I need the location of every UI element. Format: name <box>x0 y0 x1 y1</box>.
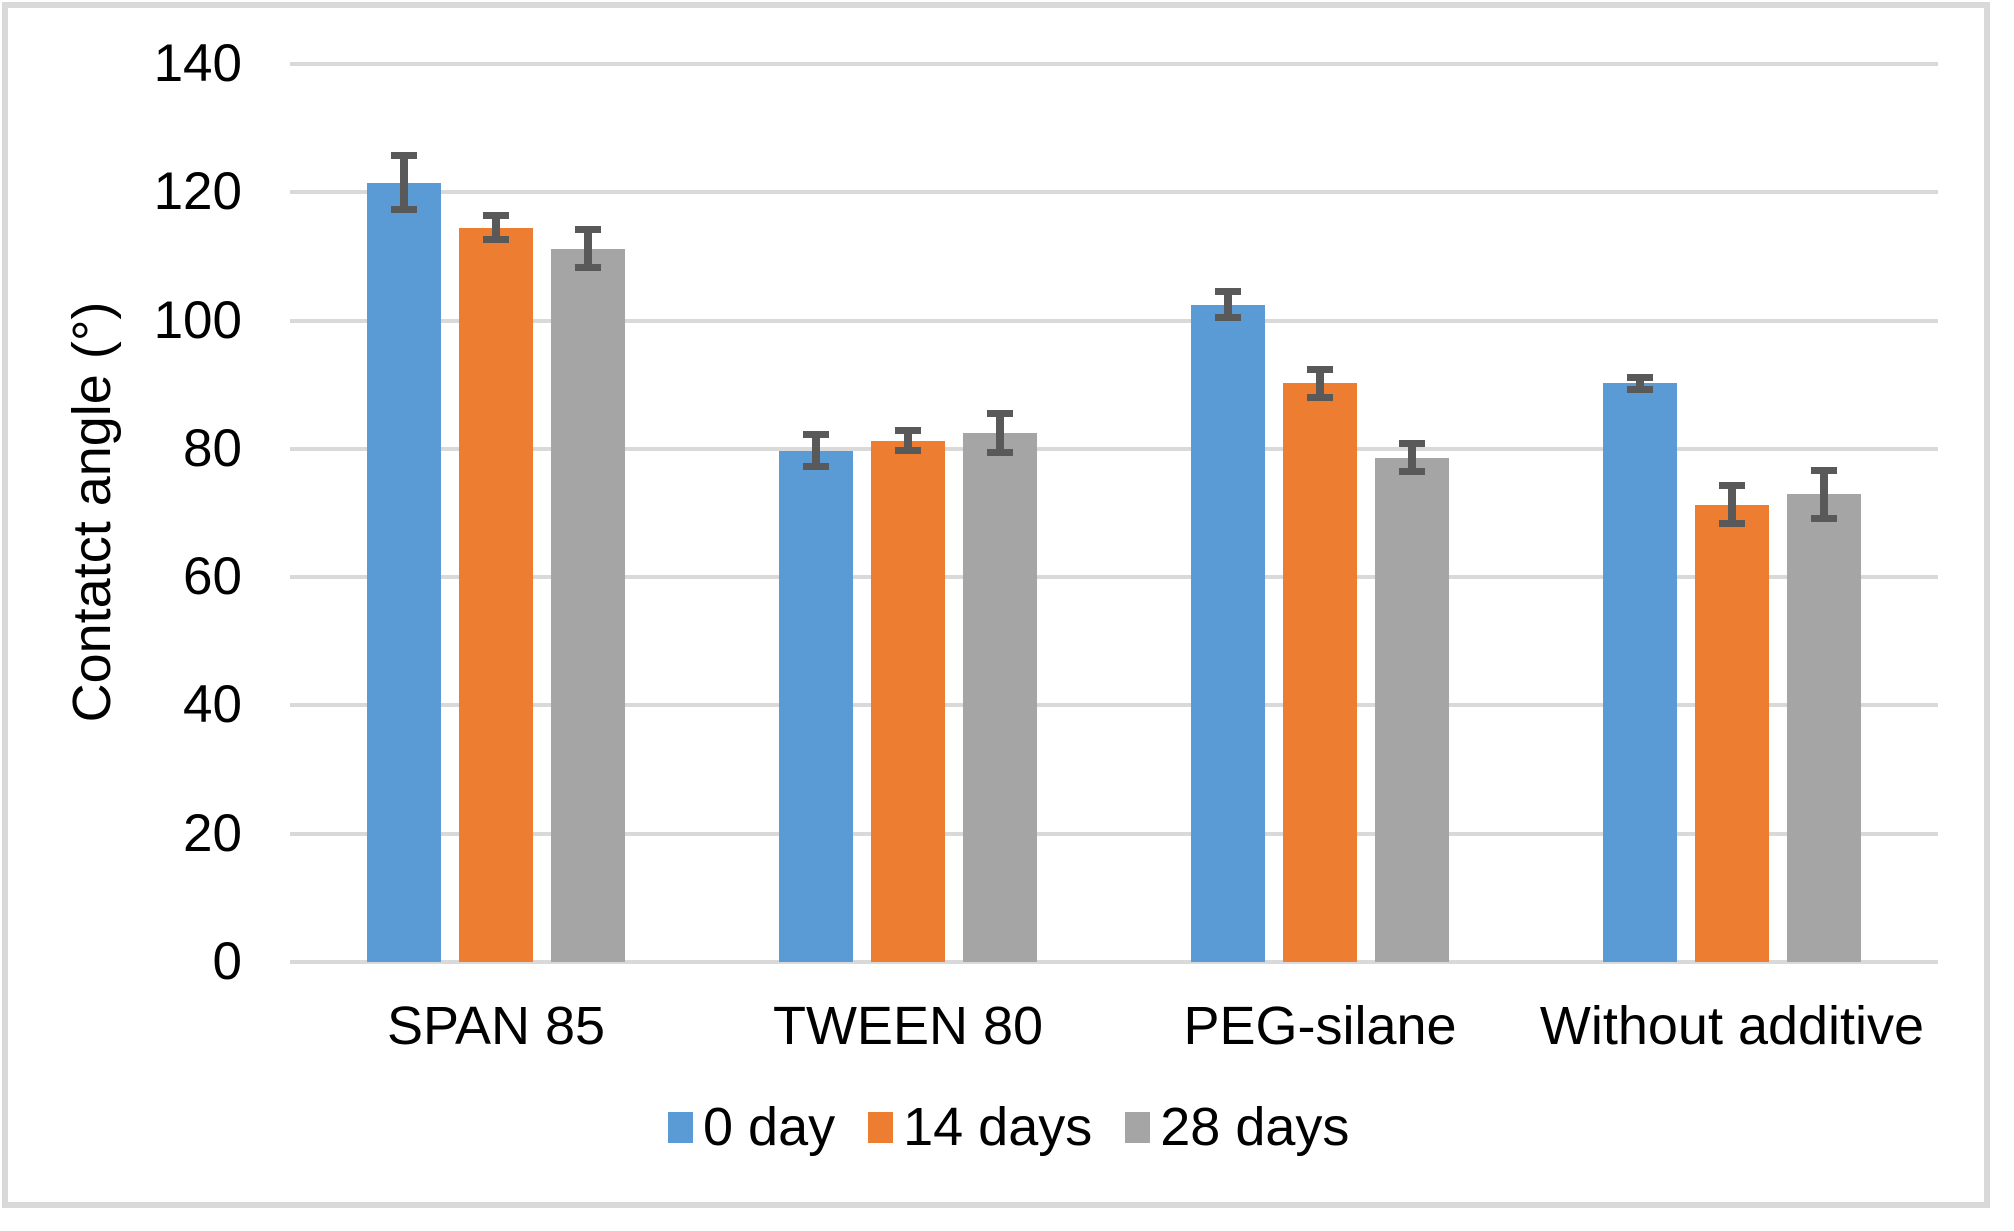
category-label-Without-additive: Without additive <box>1539 996 1925 1056</box>
legend-item-14-days: 14 days <box>868 1096 1092 1158</box>
chart-frame <box>2 2 1990 1208</box>
error-bar-cap <box>1719 481 1745 489</box>
legend-swatch <box>1125 1111 1151 1143</box>
error-bar-cap <box>1215 313 1241 321</box>
bar-14-days-PEG-silane <box>1283 383 1357 962</box>
error-bar-stem <box>584 229 592 268</box>
category-label-PEG-silane: PEG-silane <box>1183 996 1457 1056</box>
legend-label: 28 days <box>1160 1097 1350 1157</box>
legend-swatch <box>668 1111 693 1143</box>
gridline <box>290 190 1938 195</box>
error-bar-cap <box>1627 373 1653 381</box>
bar-14-days-Without-additive <box>1695 504 1769 962</box>
error-bar-cap <box>1399 468 1425 476</box>
bar-0-day-PEG-silane <box>1191 304 1265 962</box>
error-bar-cap <box>895 446 921 454</box>
legend: 0 day 14 days 28 days <box>668 1096 1349 1158</box>
legend-item-28-days: 28 days <box>1125 1096 1349 1158</box>
error-bar-cap <box>987 410 1013 418</box>
category-label-TWEEN-80: TWEEN 80 <box>772 996 1044 1056</box>
error-bar-cap <box>1811 515 1837 523</box>
error-bar-stem <box>492 215 500 240</box>
error-bar-cap <box>575 264 601 272</box>
legend-label: 0 day <box>703 1097 836 1157</box>
error-bar-stem <box>1316 369 1324 398</box>
y-tick-label: 0 <box>212 932 242 991</box>
error-bar-stem <box>400 155 408 210</box>
error-bar-cap <box>1215 288 1241 296</box>
error-bar-stem <box>1728 485 1736 524</box>
bar-28-days-PEG-silane <box>1375 457 1449 962</box>
x-axis-line <box>290 960 1938 964</box>
error-bar-stem <box>1224 291 1232 318</box>
error-bar-cap <box>1307 394 1333 402</box>
bar-0-day-TWEEN-80 <box>779 450 853 962</box>
gridline <box>290 318 1938 323</box>
gridline <box>290 575 1938 580</box>
bar-0-day-Without-additive <box>1603 383 1677 962</box>
error-bar-stem <box>1820 470 1828 519</box>
bar-14-days-TWEEN-80 <box>871 440 945 962</box>
gridline <box>290 703 1938 708</box>
bar-0-day-SPAN-85 <box>367 182 441 962</box>
y-tick-label: 20 <box>183 803 242 863</box>
bar-28-days-TWEEN-80 <box>963 432 1037 962</box>
bar-14-days-SPAN-85 <box>459 227 533 962</box>
error-bar-cap <box>803 431 829 439</box>
y-tick-label: 80 <box>183 418 242 478</box>
y-axis-title: Contatct angle (°) <box>62 301 122 723</box>
error-bar-cap <box>1399 440 1425 448</box>
gridline <box>290 62 1938 66</box>
error-bar-stem <box>1636 377 1644 390</box>
error-bar-stem <box>1408 443 1416 472</box>
error-bar-cap <box>483 236 509 244</box>
y-tick-label: 120 <box>153 162 242 222</box>
legend-item-0-day: 0 day <box>668 1096 835 1158</box>
error-bar-cap <box>895 427 921 435</box>
bar-28-days-SPAN-85 <box>551 248 625 962</box>
y-tick-label: 60 <box>183 547 242 607</box>
error-bar-cap <box>1719 520 1745 528</box>
bar-28-days-Without-additive <box>1787 494 1861 962</box>
error-bar-cap <box>575 225 601 233</box>
error-bar-cap <box>391 152 417 160</box>
legend-label: 14 days <box>903 1097 1093 1157</box>
error-bar-stem <box>904 430 912 451</box>
error-bar-cap <box>1307 365 1333 373</box>
error-bar-cap <box>1811 466 1837 474</box>
error-bar-cap <box>987 448 1013 456</box>
gridline <box>290 446 1938 451</box>
error-bar-cap <box>1627 386 1653 394</box>
gridline <box>290 831 1938 836</box>
error-bar-cap <box>483 211 509 219</box>
error-bar-stem <box>996 413 1004 453</box>
plot-area <box>290 62 1938 964</box>
y-tick-label: 100 <box>153 290 242 350</box>
y-tick-label: 140 <box>153 34 242 93</box>
category-label-SPAN-85: SPAN 85 <box>386 996 606 1056</box>
error-bar-cap <box>391 206 417 214</box>
error-bar-stem <box>812 434 820 467</box>
y-tick-label: 40 <box>183 675 242 735</box>
error-bar-cap <box>803 463 829 471</box>
legend-swatch <box>868 1111 894 1143</box>
